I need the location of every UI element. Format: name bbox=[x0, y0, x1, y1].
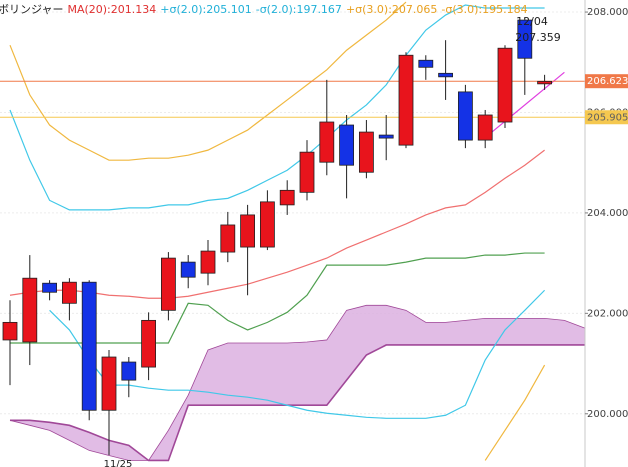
indicator-line bbox=[10, 252, 545, 344]
candle-body bbox=[42, 282, 57, 293]
y-tick-label: 200.000 bbox=[587, 409, 628, 420]
candle-body bbox=[160, 257, 176, 311]
y-tick-label: 204.000 bbox=[587, 208, 628, 219]
candle-body bbox=[438, 72, 454, 78]
candle-body bbox=[378, 134, 394, 139]
y-tick-label: 202.000 bbox=[587, 308, 628, 319]
candle-body bbox=[398, 54, 414, 146]
candle-body bbox=[279, 189, 295, 206]
cloud-edge bbox=[10, 344, 585, 462]
candle-body bbox=[319, 121, 335, 163]
candle-body bbox=[299, 151, 315, 193]
legend-item: MA(20):201.134 bbox=[67, 3, 156, 16]
candle-body bbox=[22, 277, 38, 343]
candle-body bbox=[517, 19, 533, 59]
candle-body bbox=[259, 201, 275, 248]
axis-strip bbox=[585, 0, 628, 467]
price-label-box bbox=[585, 74, 628, 89]
candle-body bbox=[121, 361, 137, 381]
candle-body bbox=[141, 319, 157, 368]
plot-area bbox=[0, 1, 585, 462]
indicator-line bbox=[9, 4, 545, 211]
annotation: 207.359 bbox=[515, 31, 561, 44]
legend-item: -σ(2.0):197.167 bbox=[256, 3, 342, 16]
candle-body bbox=[2, 321, 18, 341]
candle-body bbox=[62, 281, 77, 304]
candle-body bbox=[537, 80, 552, 85]
candle-body bbox=[358, 131, 374, 173]
y-tick-label: 208.000 bbox=[587, 7, 628, 18]
candle-body bbox=[81, 281, 97, 411]
candle-body bbox=[220, 224, 236, 253]
legend-item: +σ(2.0):205.101 bbox=[160, 3, 251, 16]
legend-item: +σ(3.0):207.065 bbox=[346, 3, 437, 16]
indicator-line bbox=[9, 149, 545, 299]
price-label: 206.623 bbox=[587, 76, 628, 87]
indicator-line bbox=[484, 364, 546, 461]
cloud-edge bbox=[9, 304, 585, 461]
candle-body bbox=[101, 356, 117, 411]
legend-item: ボリンジャー bbox=[0, 3, 63, 16]
candle-body bbox=[339, 124, 355, 166]
indicator-line bbox=[9, 1, 407, 161]
candle-body bbox=[457, 91, 473, 141]
candle-body bbox=[477, 114, 493, 141]
annotation: 12/04 bbox=[516, 15, 548, 28]
candle-body bbox=[418, 59, 434, 68]
indicator-line bbox=[49, 289, 546, 419]
candle-body bbox=[240, 214, 256, 248]
candle-body bbox=[200, 250, 216, 274]
legend-item: -σ(3.0):195.184 bbox=[441, 3, 527, 16]
price-label-box bbox=[585, 110, 628, 125]
candle-body bbox=[497, 47, 513, 123]
candle-body bbox=[180, 261, 196, 278]
legend: ボリンジャー MA(20):201.134 +σ(2.0):205.101 -σ(2.… bbox=[0, 3, 528, 16]
price-label: 205.905 bbox=[587, 112, 628, 123]
cloud bbox=[10, 305, 585, 461]
x-tick-label: 11/25 bbox=[104, 459, 133, 467]
